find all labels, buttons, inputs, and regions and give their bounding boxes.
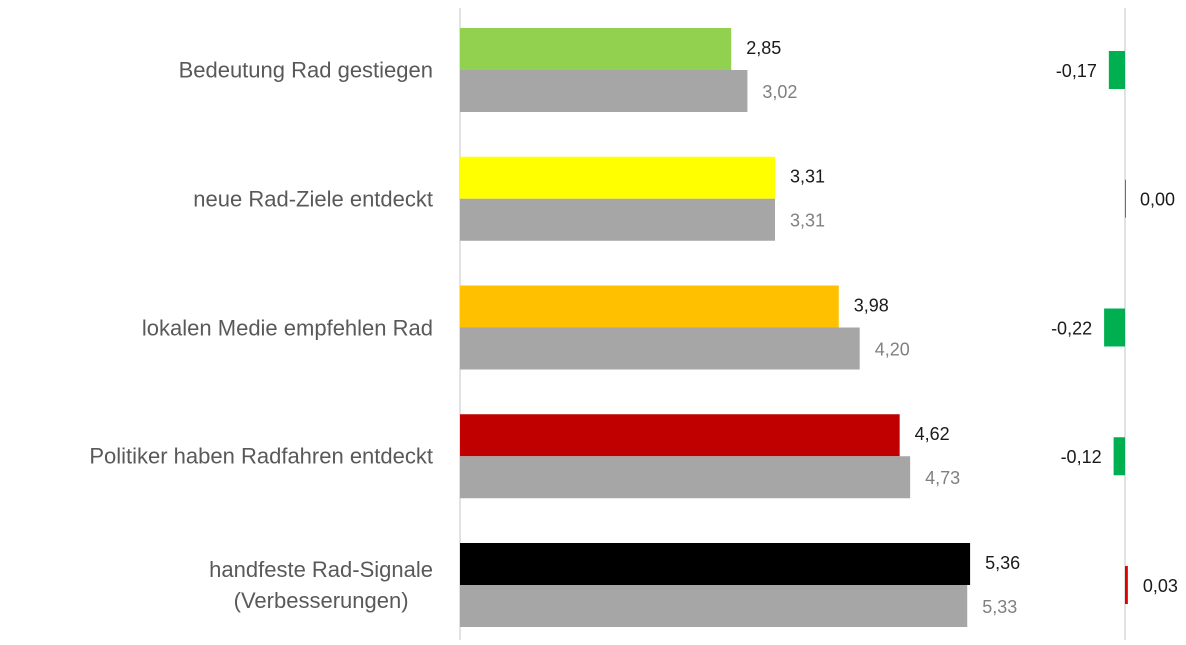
value-label: 0,03 — [1143, 576, 1178, 596]
difference-bar — [1104, 308, 1125, 347]
bar — [460, 28, 732, 70]
value-label: 5,33 — [982, 597, 1017, 617]
value-label: 0,00 — [1140, 190, 1175, 210]
difference-bar — [1113, 437, 1125, 476]
category-label: neue Rad-Ziele entdeckt — [193, 186, 433, 212]
value-label: 3,98 — [854, 295, 889, 315]
bar — [460, 327, 860, 370]
category-label: Bedeutung Rad gestiegen — [178, 57, 433, 83]
difference-bar — [1125, 566, 1128, 604]
value-label: 3,02 — [762, 82, 797, 102]
value-label: -0,22 — [1051, 318, 1092, 338]
value-label: 2,85 — [746, 38, 781, 58]
bar — [460, 198, 776, 241]
bar — [460, 585, 968, 627]
value-label: 4,62 — [915, 424, 950, 444]
bar — [460, 543, 971, 585]
difference-bar — [1108, 51, 1125, 89]
bar — [460, 414, 900, 457]
value-label: -0,17 — [1056, 61, 1097, 81]
category-label: handfeste Rad-Signale (Verbesserungen) — [209, 557, 433, 613]
value-label: 4,73 — [925, 468, 960, 488]
bar — [460, 156, 776, 199]
value-label: 4,20 — [875, 339, 910, 359]
difference-bar — [1125, 179, 1126, 218]
bar — [460, 70, 748, 112]
value-label: 3,31 — [790, 211, 825, 231]
bar — [460, 456, 911, 499]
category-label: Politiker haben Radfahren entdeckt — [89, 443, 433, 469]
value-label: 3,31 — [790, 167, 825, 187]
value-label: 5,36 — [985, 553, 1020, 573]
bar — [460, 285, 839, 328]
category-label: lokalen Medie empfehlen Rad — [141, 315, 433, 340]
value-label: -0,12 — [1061, 447, 1102, 467]
